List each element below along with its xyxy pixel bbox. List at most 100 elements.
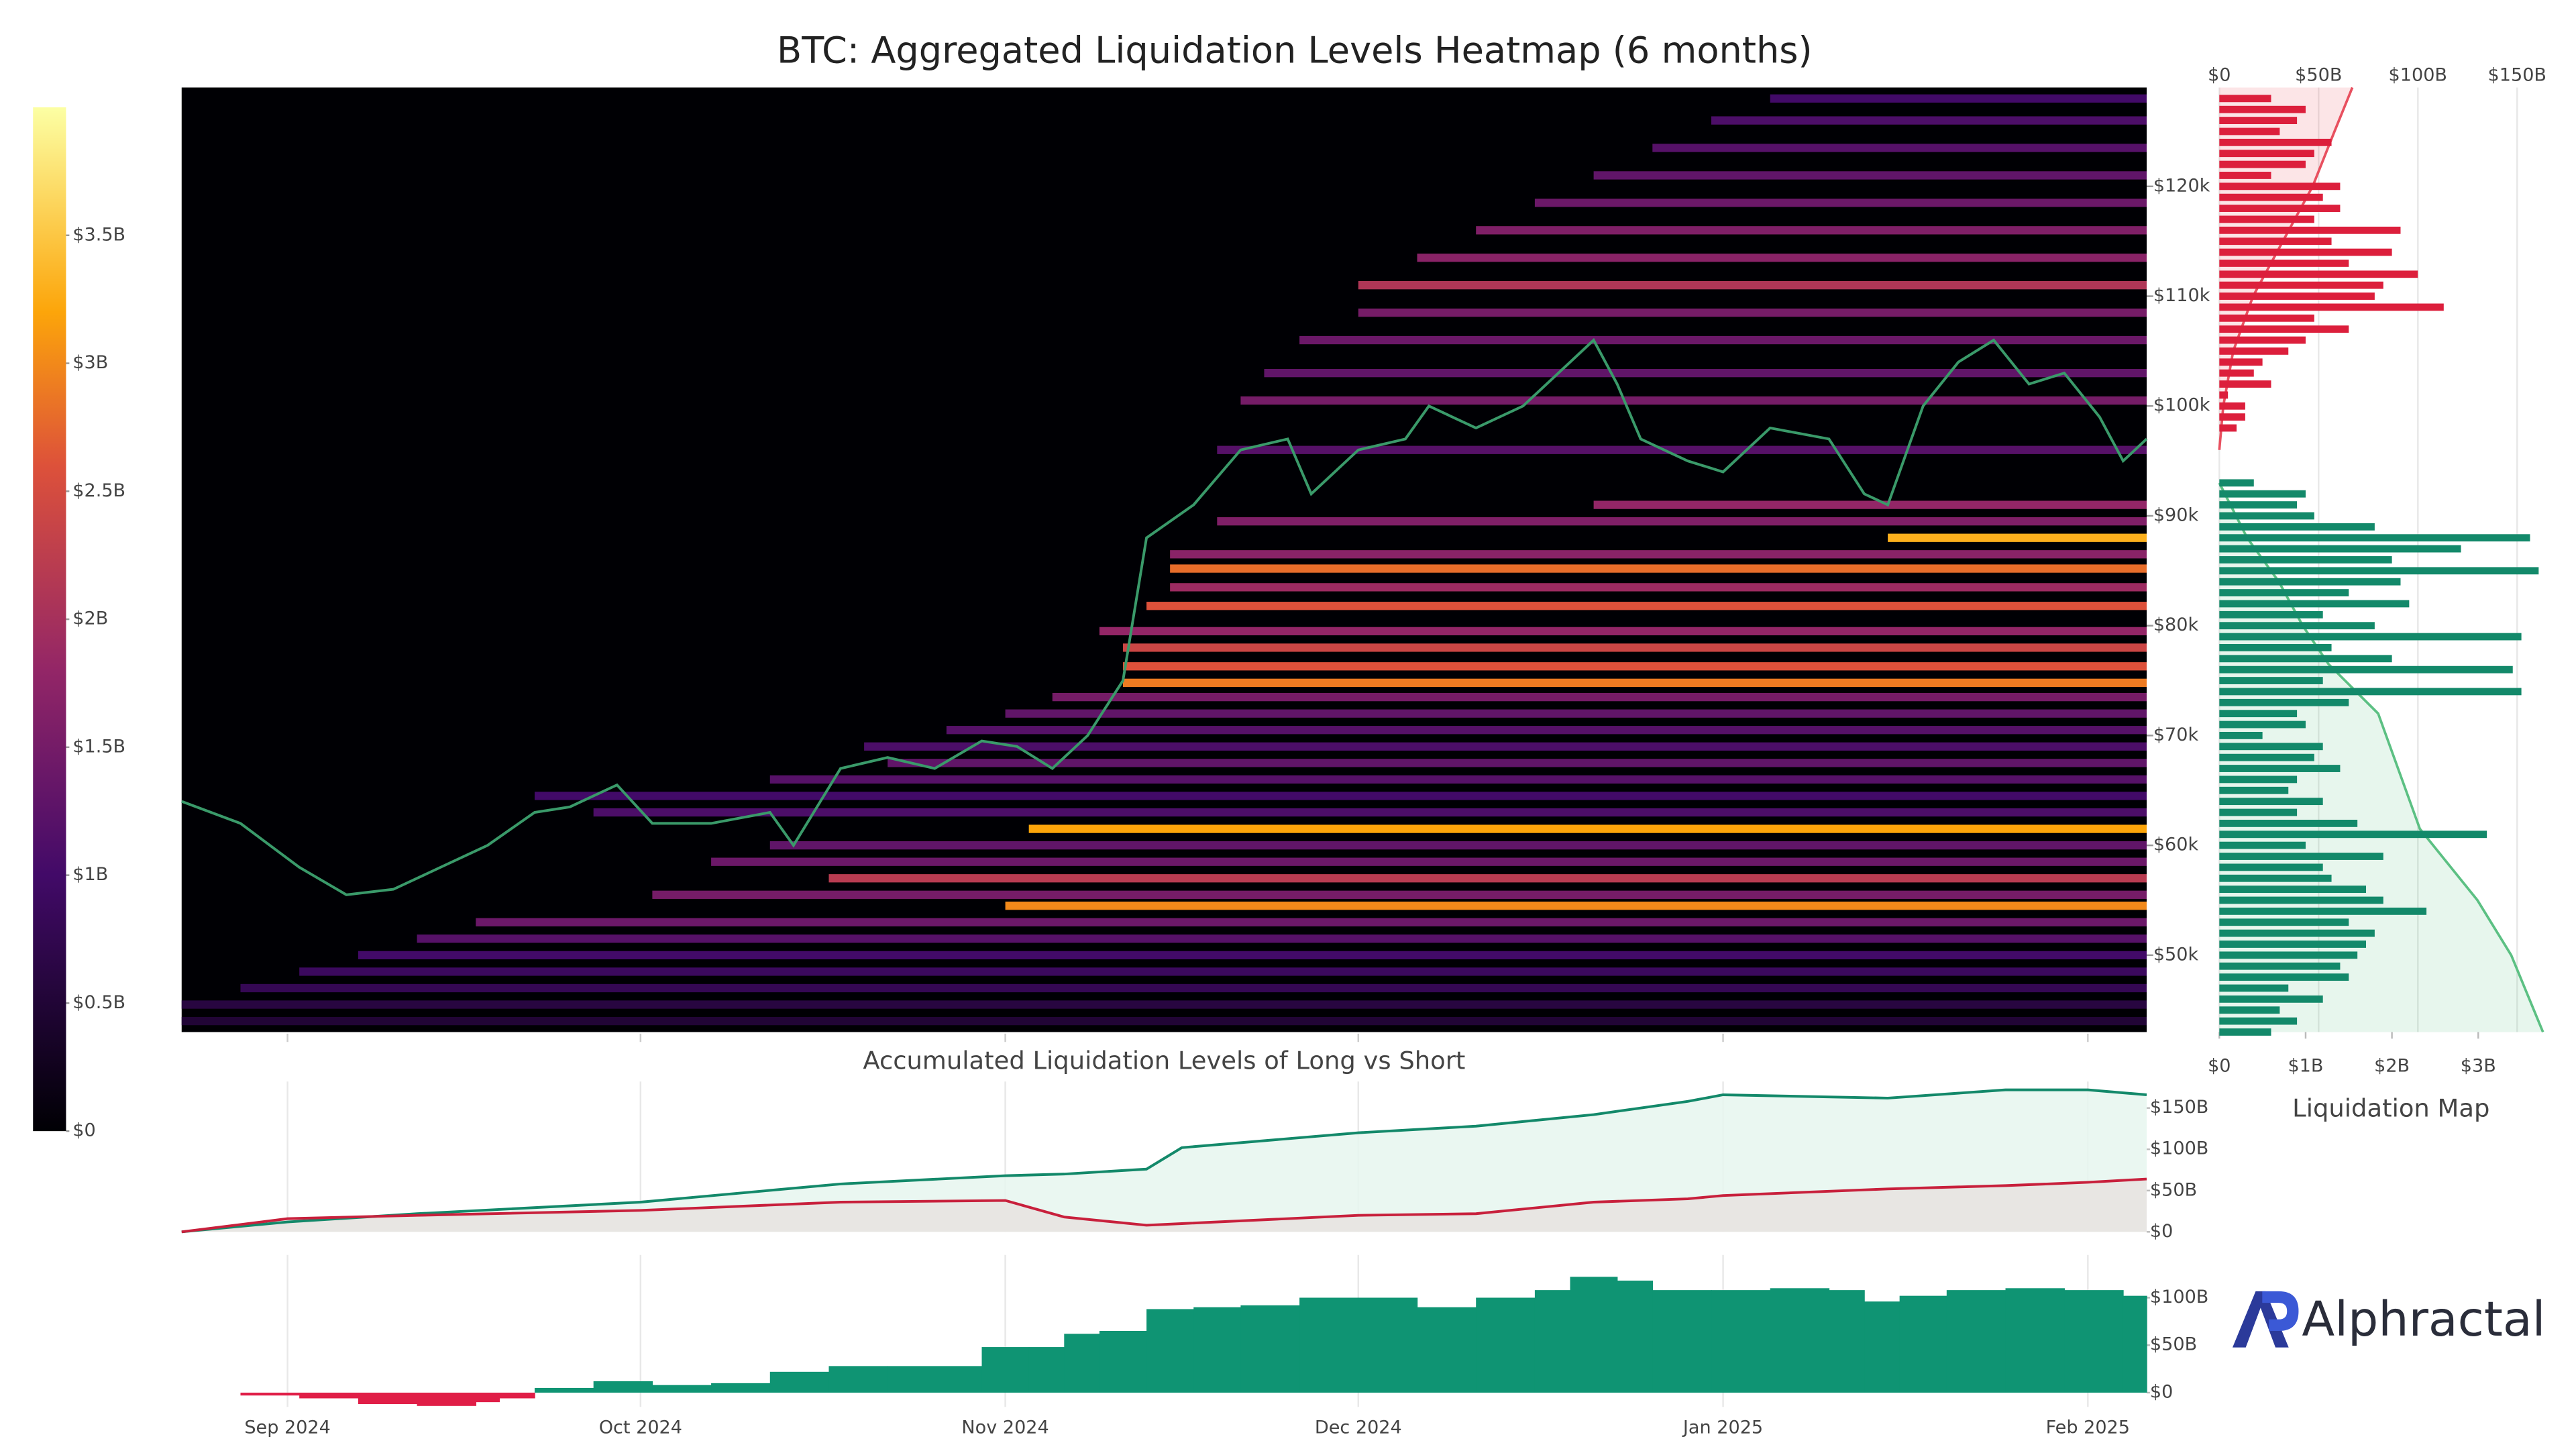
liquidation-bar xyxy=(2219,105,2306,113)
liquidation-level xyxy=(1122,643,2147,652)
liquidation-bar xyxy=(2219,391,2229,399)
difference-bar xyxy=(593,1381,653,1393)
liquidation-level xyxy=(1476,226,2147,235)
liquidation-level xyxy=(1099,627,2147,636)
logo-icon xyxy=(2233,1291,2289,1348)
liquidation-bar xyxy=(2219,534,2530,542)
difference-bar xyxy=(1864,1301,1900,1393)
heatmap-levels xyxy=(181,94,2147,1026)
liquidation-level xyxy=(1146,602,2147,610)
liquidation-bar xyxy=(2219,259,2349,267)
difference-bar xyxy=(1193,1307,1242,1393)
liquidation-level xyxy=(864,742,2147,751)
liquidation-bar xyxy=(2219,644,2332,651)
difference-bar xyxy=(240,1393,300,1396)
liquidation-bar xyxy=(2219,786,2289,794)
cumulative-area xyxy=(2219,482,2543,1032)
difference-bar xyxy=(2005,1288,2065,1393)
liquidation-bar xyxy=(2219,248,2392,256)
y-tick-label: $0 xyxy=(2150,1221,2173,1242)
difference-bar xyxy=(1829,1290,1865,1393)
colorbar-tick-label: $3.5B xyxy=(72,224,125,245)
difference-bar xyxy=(828,1366,888,1393)
x-tick-label: $0 xyxy=(2208,1056,2231,1077)
difference-bar xyxy=(1299,1297,1359,1393)
liquidation-level xyxy=(1299,335,2147,345)
liquidation-bar xyxy=(2219,479,2254,487)
liquidation-level xyxy=(358,951,2147,960)
difference-bar xyxy=(981,1347,1030,1393)
y-tick-label: $80k xyxy=(2153,614,2199,635)
series-area xyxy=(181,1179,2147,1232)
liquidation-level xyxy=(1711,116,2147,125)
x-tick-label: Sep 2024 xyxy=(244,1417,330,1438)
y-tick-label: $110k xyxy=(2153,285,2210,306)
difference-bar xyxy=(1358,1297,1418,1393)
liquidation-bar xyxy=(2219,841,2306,849)
y-tick-label: $150B xyxy=(2150,1097,2208,1118)
x-tick-label: $1B xyxy=(2288,1056,2323,1077)
difference-bar xyxy=(1946,1290,2006,1393)
y-tick-label: $60k xyxy=(2153,835,2199,855)
liquidation-bar xyxy=(2219,578,2401,586)
difference-bar xyxy=(358,1393,418,1404)
series-line xyxy=(181,1088,2147,1234)
liquidation-bar xyxy=(2219,205,2341,212)
y-tick-label: $100B xyxy=(2150,1138,2208,1159)
liquidation-bar xyxy=(2219,984,2289,992)
x-tick-label: Jan 2025 xyxy=(1682,1417,1763,1438)
liquidation-bar xyxy=(2219,798,2323,806)
colorbar-tick-label: $2.5B xyxy=(72,480,125,501)
y-tick-label: $50B xyxy=(2150,1179,2197,1200)
liquidation-bar xyxy=(2219,347,2289,355)
difference-bar xyxy=(1064,1334,1100,1393)
colorbar-tick-label: $0 xyxy=(72,1120,95,1141)
liquidation-bar xyxy=(2219,303,2444,311)
liquidation-level xyxy=(652,890,2147,899)
liquidation-bar xyxy=(2219,127,2280,136)
liquidation-bar xyxy=(2219,193,2323,201)
liquidation-bar xyxy=(2219,830,2487,839)
liquidation-level xyxy=(1264,368,2147,378)
liquidation-level xyxy=(1417,254,2147,262)
liquidation-bar xyxy=(2219,138,2332,146)
difference-bar xyxy=(476,1393,500,1403)
liquidation-level xyxy=(1534,199,2147,207)
liquidation-bar xyxy=(2219,929,2375,937)
panel-title: Accumulated Liquidation Levels of Long v… xyxy=(863,1046,1465,1075)
x-tick-label: Dec 2024 xyxy=(1315,1417,1402,1438)
liquidation-bar xyxy=(2219,215,2314,223)
x2-tick-label: $0 xyxy=(2208,65,2231,86)
difference-bar xyxy=(1099,1331,1147,1393)
x-tick-label: Nov 2024 xyxy=(961,1417,1049,1438)
liquidation-bar xyxy=(2219,633,2522,641)
colorbar-tick-label: $2B xyxy=(72,608,108,629)
liquidation-bar xyxy=(2219,941,2367,948)
liquidation-level xyxy=(1170,564,2147,573)
liquidation-bar xyxy=(2219,380,2271,388)
x-tick-label: $3B xyxy=(2461,1056,2496,1077)
liquidation-bar xyxy=(2219,600,2410,608)
liquidation-bar xyxy=(2219,589,2349,596)
liquidation-level xyxy=(476,918,2147,926)
difference-bar xyxy=(1617,1280,1654,1393)
liquidation-bar xyxy=(2219,567,2539,575)
liquidation-bar xyxy=(2219,918,2349,926)
liquidation-bar xyxy=(2219,424,2237,432)
liquidation-bar xyxy=(2219,743,2323,751)
liquidation-bar xyxy=(2219,688,2522,696)
liquidation-level xyxy=(593,808,2147,817)
liquidation-bar xyxy=(2219,172,2271,179)
logo-text: Alphractal xyxy=(2302,1291,2545,1347)
liquidation-bar xyxy=(2219,720,2306,729)
difference-bar xyxy=(652,1385,712,1393)
liquidation-level xyxy=(888,759,2147,767)
y-tick-label: $70k xyxy=(2153,724,2199,745)
colorbar xyxy=(33,107,66,1132)
difference-bar xyxy=(1417,1307,1477,1393)
liquidation-level xyxy=(1122,662,2147,671)
liquidation-bar xyxy=(2219,622,2375,630)
liquidation-level xyxy=(1170,550,2147,559)
